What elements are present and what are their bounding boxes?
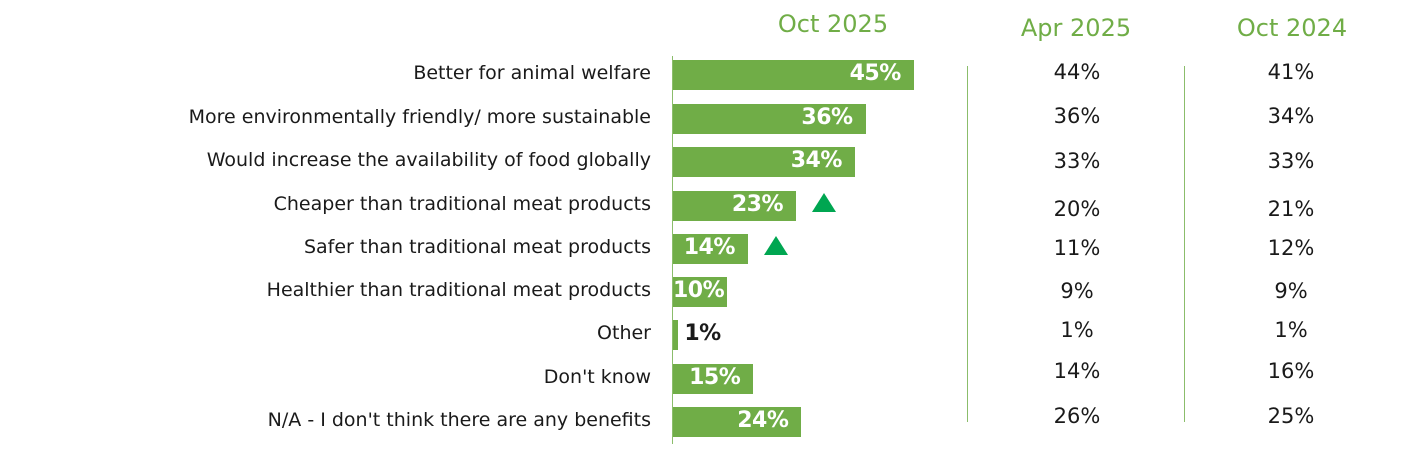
value-label: 1% (684, 321, 721, 346)
oct-2024-value: 21% (1267, 197, 1315, 221)
apr-2025-value: 36% (1053, 104, 1101, 128)
up-arrow-icon (812, 193, 837, 212)
bar-oct-2025 (673, 191, 797, 221)
category-label: Safer than traditional meat products (303, 236, 651, 258)
value-label: 24% (737, 408, 789, 433)
header-oct-2025: Oct 2025 (777, 10, 889, 38)
value-label: 14% (683, 235, 736, 260)
oct-2024-value: 1% (1274, 318, 1308, 342)
category-label: Other (597, 322, 651, 344)
value-label: 15% (689, 365, 741, 390)
value-label: 45% (849, 61, 902, 86)
apr-2025-value: 9% (1060, 279, 1094, 303)
oct-2024-value: 12% (1267, 236, 1315, 260)
category-label: Healthier than traditional meat products (266, 279, 651, 301)
category-label: N/A - I don't think there are any benefi… (267, 409, 651, 431)
oct-2024-value: 25% (1267, 404, 1315, 428)
bar-oct-2025 (673, 60, 914, 90)
bar-oct-2025 (673, 104, 866, 134)
oct-2024-value: 41% (1267, 60, 1315, 84)
value-label: 10% (673, 278, 725, 303)
value-label: 36% (801, 105, 853, 130)
apr-2025-value: 44% (1053, 60, 1101, 84)
apr-2025-value: 14% (1053, 359, 1101, 383)
bar-oct-2025 (673, 407, 802, 437)
value-label: 23% (731, 192, 784, 217)
value-label: 34% (790, 148, 843, 173)
oct-2024-value: 9% (1274, 279, 1308, 303)
bar-oct-2025 (673, 277, 727, 307)
oct-2024-value: 33% (1267, 149, 1315, 173)
bar-oct-2025 (673, 147, 855, 177)
category-label: Better for animal welfare (413, 62, 651, 84)
up-arrow-icon (763, 236, 788, 255)
apr-2025-value: 11% (1053, 236, 1101, 260)
bar-oct-2025 (673, 364, 754, 394)
bar-oct-2025 (673, 234, 748, 264)
bar-oct-2025 (673, 320, 679, 350)
category-label: Would increase the availability of food … (206, 149, 651, 171)
apr-2025-value: 26% (1053, 404, 1101, 428)
apr-2025-value: 1% (1060, 318, 1094, 342)
oct-2024-value: 16% (1267, 359, 1315, 383)
apr-2025-value: 20% (1053, 197, 1101, 221)
category-label: More environmentally friendly/ more sust… (188, 106, 651, 128)
oct-2024-value: 34% (1267, 104, 1315, 128)
axis-line (672, 56, 673, 444)
apr-2025-value: 33% (1053, 149, 1101, 173)
category-label: Cheaper than traditional meat products (273, 193, 651, 215)
header-apr-2025: Apr 2025 (1020, 14, 1132, 42)
category-label: Don't know (543, 366, 651, 388)
header-oct-2024: Oct 2024 (1236, 14, 1348, 42)
divider-oct-2024 (1184, 66, 1185, 422)
divider-apr-2025 (967, 66, 968, 422)
